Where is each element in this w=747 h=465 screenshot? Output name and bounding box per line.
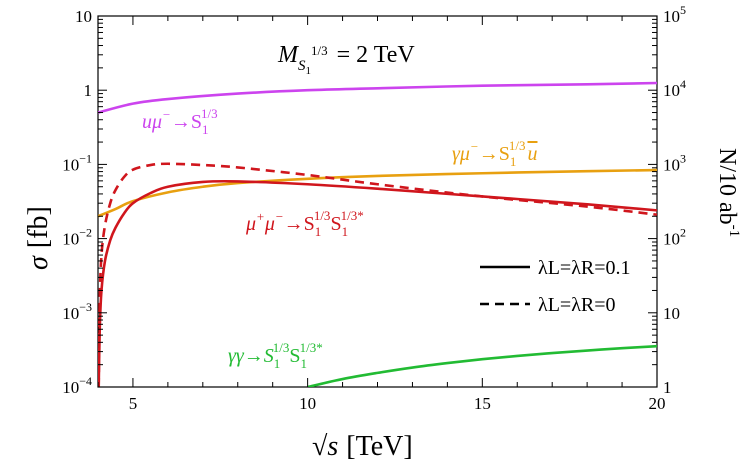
y-right-tick-label: 103 bbox=[663, 151, 686, 174]
mass-annotation: MS11/3 = 2 TeV bbox=[277, 42, 415, 77]
label-umu: uμ−→S11/3 bbox=[142, 106, 218, 137]
y-right-tick-label: 104 bbox=[663, 77, 686, 100]
series-clip-group bbox=[98, 81, 657, 387]
plot-frame bbox=[97, 15, 658, 388]
tick-layer: 5 10 15 20 10−4 10−3 10−2 10−1 1 10 1 10 102 103 104 10… bbox=[62, 3, 686, 413]
x-axis-title-unit: [TeV] bbox=[346, 431, 412, 462]
y-right-tick-label: 102 bbox=[663, 226, 686, 249]
x-axis-title-main: √s bbox=[312, 431, 338, 462]
label-gammagamma: γγ→S11/3S11/3* bbox=[228, 340, 323, 371]
y-left-tick-label: 10−3 bbox=[62, 300, 92, 323]
x-axis-title: √s [TeV] bbox=[312, 431, 413, 462]
y-axis-left-title-unit: [fb] bbox=[23, 206, 54, 248]
series-layer bbox=[98, 81, 657, 387]
series-line-umu bbox=[98, 81, 657, 114]
y-axis-right-title-sup: -1 bbox=[726, 225, 742, 238]
series-line-gammamu bbox=[98, 168, 657, 218]
y-axis-right-title-main: N/10 ab bbox=[714, 148, 740, 225]
y-left-tick-label: 10−1 bbox=[62, 151, 92, 174]
series-line-mumu_dashed bbox=[98, 162, 657, 387]
label-mumu: μ+μ−→S11/3S11/3* bbox=[245, 208, 364, 239]
legend-dashed-label: λL=λR=0 bbox=[538, 294, 616, 316]
series-line-gammagamma bbox=[307, 344, 657, 387]
y-left-tick-label: 10−4 bbox=[62, 374, 92, 397]
svg-text:N/10 ab-1: N/10 ab-1 bbox=[714, 148, 742, 237]
y-left-tick-label: 10 bbox=[75, 7, 92, 26]
y-left-tick-label: 1 bbox=[84, 81, 93, 100]
svg-text:√s[TeV]: √s [TeV] bbox=[312, 431, 413, 462]
x-tick-label: 20 bbox=[649, 394, 666, 413]
y-axis-left-title-main: σ bbox=[23, 255, 54, 270]
legend: λL=λR=0.1 λL=λR=0 bbox=[480, 257, 631, 316]
plot-frame-layer bbox=[97, 15, 658, 388]
x-tick-label: 10 bbox=[299, 394, 316, 413]
x-tick-label: 5 bbox=[129, 394, 138, 413]
y-axis-left-title: σ [fb] bbox=[23, 206, 54, 270]
series-line-mumu_solid bbox=[98, 179, 657, 387]
label-gammamu: γμ−→S11/3 u bbox=[452, 138, 537, 169]
y-right-tick-label: 1 bbox=[663, 378, 672, 397]
svg-text:σ[fb]: σ [fb] bbox=[23, 206, 54, 270]
y-axis-right-title: N/10 ab-1 bbox=[714, 148, 742, 237]
legend-solid-label: λL=λR=0.1 bbox=[538, 257, 631, 279]
x-tick-label: 15 bbox=[474, 394, 491, 413]
y-left-tick-label: 10−2 bbox=[62, 226, 92, 249]
y-right-tick-label: 10 bbox=[663, 304, 680, 323]
y-right-tick-label: 105 bbox=[663, 3, 686, 26]
